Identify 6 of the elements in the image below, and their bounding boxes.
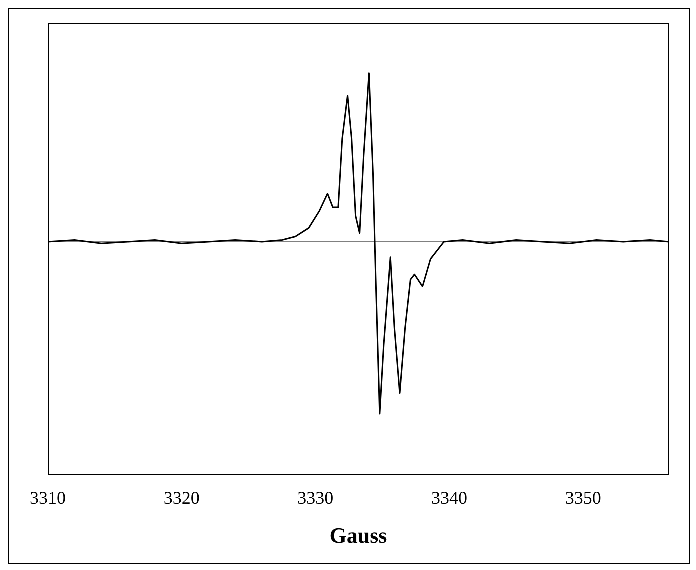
x-tick-label: 3350 [565, 488, 602, 508]
x-tick-label: 3330 [298, 488, 334, 508]
x-tick-label: 3340 [432, 488, 468, 508]
x-tick-label: 3320 [164, 488, 200, 508]
x-tick-label: 3310 [30, 488, 66, 508]
x-axis-title: Gauss [330, 523, 388, 548]
